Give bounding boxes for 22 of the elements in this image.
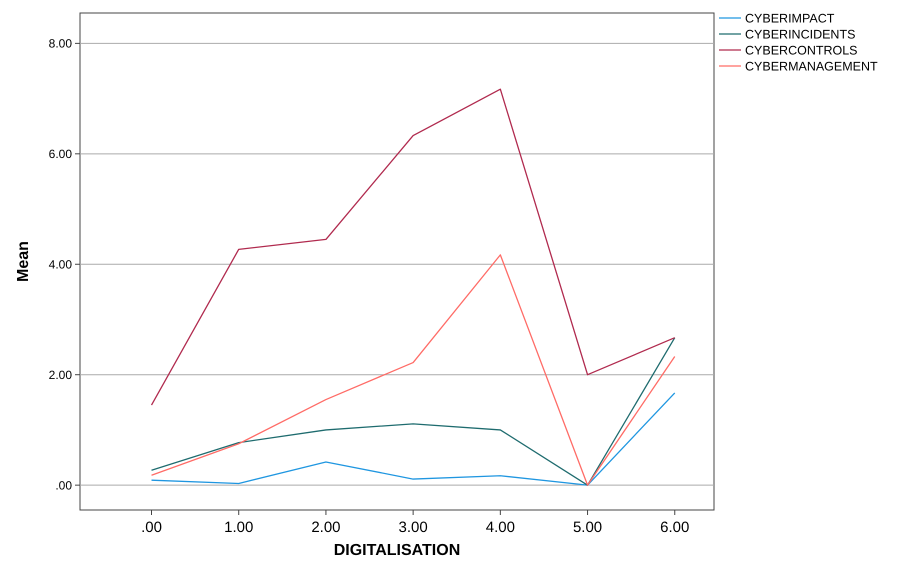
legend-label: CYBERCONTROLS	[745, 43, 858, 58]
y-tick-label: 6.00	[48, 147, 72, 162]
legend-label: CYBERIMPACT	[745, 11, 835, 26]
line-series	[150, 392, 676, 486]
x-tick-label: 6.00	[660, 519, 690, 536]
y-axis-title: Mean	[15, 241, 32, 282]
y-tick-label: 8.00	[48, 36, 72, 51]
x-tick-label: 3.00	[398, 519, 428, 536]
y-tick-label: 2.00	[48, 368, 72, 382]
x-tick-label: 1.00	[224, 519, 254, 536]
line-series	[150, 254, 676, 486]
y-tick-label: 4.00	[48, 257, 72, 272]
x-tick-label: .00	[141, 519, 162, 536]
legend-label: CYBERMANAGEMENT	[745, 59, 878, 74]
line-series	[150, 337, 676, 486]
x-tick-label: 5.00	[572, 519, 602, 536]
line-series	[150, 88, 676, 406]
y-tick-label: .00	[55, 478, 72, 492]
x-tick-label: 2.00	[311, 519, 341, 536]
x-tick-label: 4.00	[486, 519, 515, 536]
x-axis-title: DIGITALISATION	[334, 542, 460, 559]
legend-label: CYBERINCIDENTS	[745, 27, 856, 42]
